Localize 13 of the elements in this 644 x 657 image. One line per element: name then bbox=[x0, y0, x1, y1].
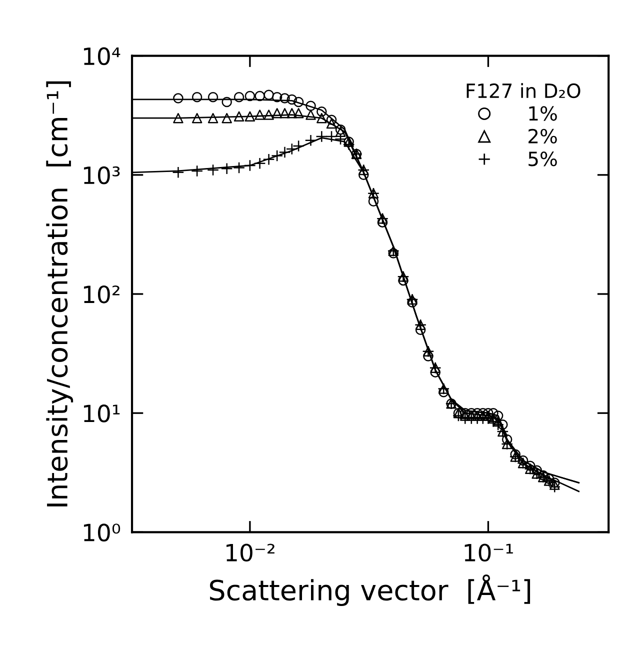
legend-label: 1% bbox=[529, 106, 557, 121]
legend-title: F127 in D₂O bbox=[466, 83, 580, 98]
y-tick-label: 10⁴ bbox=[84, 47, 120, 66]
legend-label: 2% bbox=[528, 128, 557, 144]
x-tick-label: 10⁻¹ bbox=[464, 544, 513, 562]
y-tick-label: 10¹ bbox=[84, 404, 120, 422]
x-axis-title: Scattering vector [Å⁻¹] bbox=[210, 574, 530, 606]
x-tick-label: 10⁻² bbox=[226, 544, 274, 562]
y-tick-label: 10² bbox=[84, 285, 120, 304]
y-tick-label: 10³ bbox=[84, 166, 120, 184]
y-tick-label: 10⁰ bbox=[84, 524, 120, 542]
legend-label: 5% bbox=[528, 152, 557, 166]
y-axis-title: Intensity/concentration [cm⁻¹] bbox=[46, 81, 74, 506]
